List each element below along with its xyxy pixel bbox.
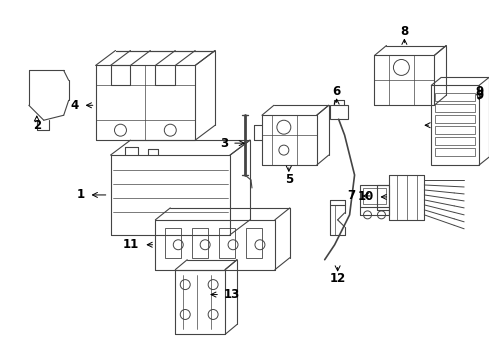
Text: 8: 8: [400, 25, 409, 38]
Text: 9: 9: [476, 89, 484, 102]
Bar: [192, 228, 208, 258]
Text: 12: 12: [329, 272, 346, 285]
Bar: [435, 137, 475, 145]
Text: 10: 10: [357, 190, 373, 203]
Text: 11: 11: [123, 238, 140, 251]
Bar: [330, 105, 347, 119]
Bar: [246, 228, 262, 258]
Text: 3: 3: [220, 137, 228, 150]
Bar: [435, 115, 475, 123]
Text: 13: 13: [224, 288, 240, 301]
Bar: [435, 126, 475, 134]
Text: 4: 4: [71, 99, 78, 112]
Text: 5: 5: [285, 172, 293, 185]
Text: 7: 7: [347, 189, 356, 202]
Bar: [435, 93, 475, 101]
Bar: [435, 104, 475, 112]
Text: 6: 6: [333, 85, 341, 98]
Bar: [431, 85, 479, 165]
Text: 9: 9: [475, 85, 483, 98]
Bar: [435, 148, 475, 156]
Bar: [360, 185, 390, 207]
Bar: [165, 228, 181, 258]
Bar: [363, 188, 387, 204]
Text: 2: 2: [33, 119, 41, 132]
Bar: [219, 228, 235, 258]
Text: 1: 1: [76, 188, 85, 202]
